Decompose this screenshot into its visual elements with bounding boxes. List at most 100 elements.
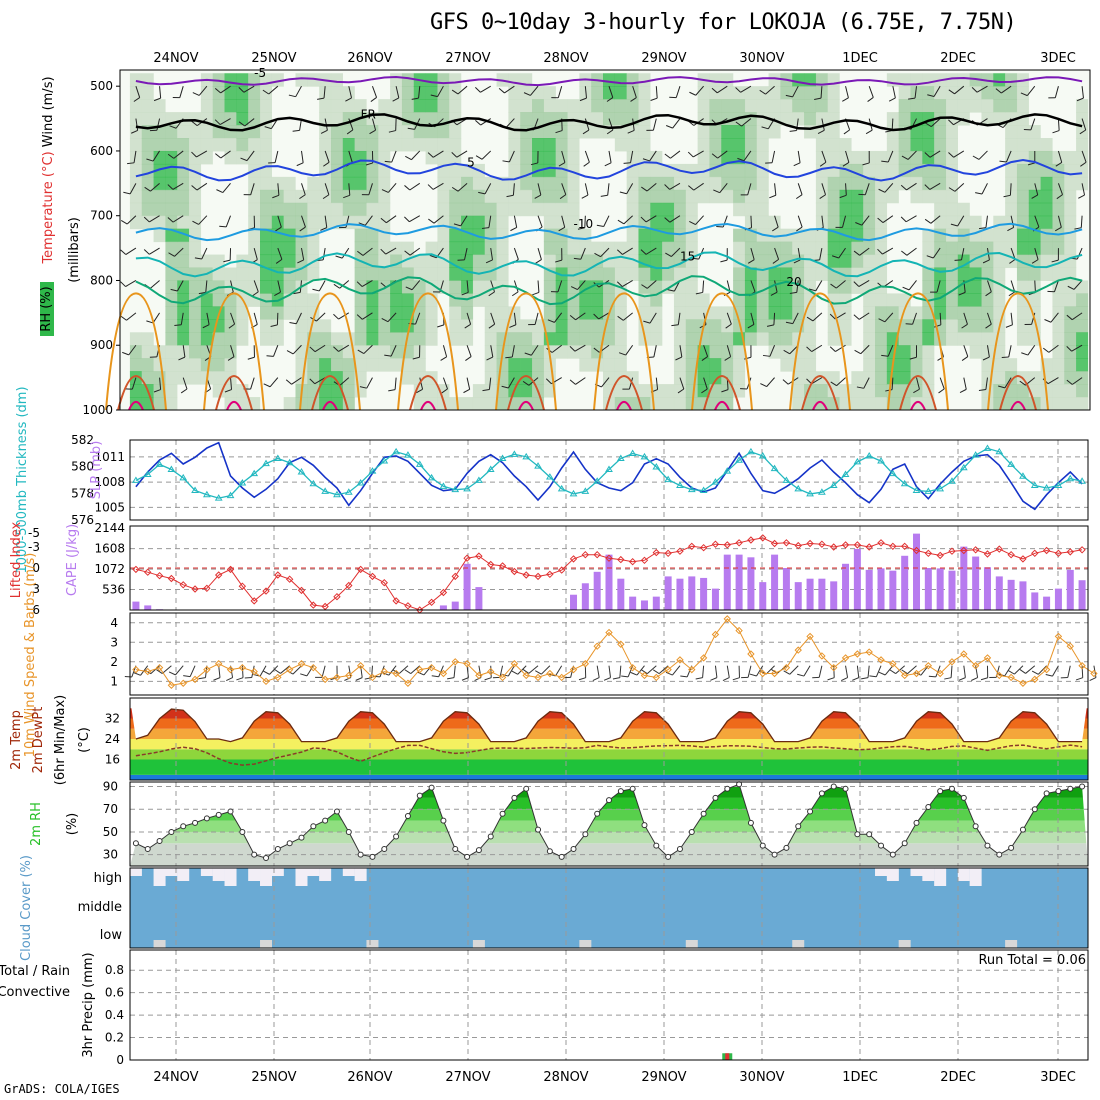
cape-lifted-index-panel xyxy=(130,526,1088,614)
rh-cell xyxy=(1016,163,1029,178)
barb-staff xyxy=(517,665,527,675)
li-point xyxy=(439,588,448,597)
rh-cell xyxy=(709,345,722,359)
upper-wind-barb xyxy=(333,344,350,352)
barb-flag xyxy=(687,151,694,158)
cape-bar xyxy=(144,605,152,610)
barb-staff xyxy=(818,665,823,678)
li-point xyxy=(510,567,519,576)
rh-cell xyxy=(697,150,710,165)
rh-cell xyxy=(934,125,947,139)
rh-cell xyxy=(165,202,178,217)
rh-cell xyxy=(614,358,627,372)
upper-wind-barb xyxy=(664,182,681,190)
li-point xyxy=(309,601,318,609)
barb-flag xyxy=(429,254,437,259)
rh-cell xyxy=(614,319,627,333)
isotherm-35 xyxy=(420,400,436,411)
barb-staff xyxy=(508,150,515,163)
rh-cell xyxy=(153,150,166,165)
barb-staff xyxy=(863,377,870,389)
rh-cell xyxy=(934,254,947,269)
rh-cell xyxy=(945,189,958,204)
rh-cell xyxy=(626,73,639,87)
slp-point xyxy=(995,447,1004,455)
upper-wind-barb xyxy=(1055,150,1063,167)
barb-flag xyxy=(570,286,578,290)
barb-staff xyxy=(409,215,421,223)
rh-cell xyxy=(709,319,722,333)
rh-cell xyxy=(898,319,911,333)
slp-point xyxy=(404,451,412,458)
rh-cell xyxy=(165,189,178,204)
rh-cell xyxy=(579,99,592,113)
barb-staff xyxy=(411,150,421,160)
rh-cell xyxy=(1028,215,1041,230)
rh-cell xyxy=(875,215,888,230)
rh-cell xyxy=(662,397,675,411)
rh-cell xyxy=(212,267,225,281)
barb-flag xyxy=(180,388,188,394)
barb-staff xyxy=(792,85,799,98)
barb-staff xyxy=(253,312,258,325)
barb-staff xyxy=(976,85,988,93)
rh-cell xyxy=(413,254,426,269)
barb-flag xyxy=(120,249,127,255)
rh-cell xyxy=(827,202,840,217)
rh-cell xyxy=(496,397,509,411)
barb-flag xyxy=(1051,259,1059,263)
barb-flag xyxy=(889,669,896,675)
rh-cell xyxy=(366,345,379,359)
barb-flag xyxy=(1056,194,1063,200)
cloud-clear-high xyxy=(934,868,947,886)
upper-wind-barb xyxy=(202,312,210,329)
rh-cell xyxy=(496,358,509,372)
barb-flag xyxy=(481,227,490,229)
rh-cell xyxy=(1076,163,1089,178)
barb-staff xyxy=(513,312,517,325)
slp-point xyxy=(640,452,649,460)
rh-cell xyxy=(354,319,367,333)
upper-wind-barb xyxy=(854,344,870,355)
li-point xyxy=(522,571,530,579)
rh-cell xyxy=(626,202,639,217)
rh-cell xyxy=(697,163,710,178)
barb-staff xyxy=(884,183,894,193)
barb-flag xyxy=(766,324,775,327)
barb-flag xyxy=(641,669,648,675)
rh-cell xyxy=(141,73,154,87)
rh-cell xyxy=(673,384,686,398)
rh-point xyxy=(192,819,199,826)
wind-speed-point xyxy=(640,671,649,680)
rh-point xyxy=(1043,790,1050,797)
barb-staff xyxy=(861,215,870,226)
li-point xyxy=(853,541,862,549)
cloud-clear-high xyxy=(922,868,935,881)
rh-cell xyxy=(378,189,391,204)
rh-cell xyxy=(330,202,343,217)
date-label-bottom-29NOV: 29NOV xyxy=(641,1070,686,1085)
rh-cell xyxy=(851,371,864,385)
barb-flag xyxy=(806,316,814,322)
date-label-top-30NOV: 30NOV xyxy=(739,51,784,66)
barb-staff xyxy=(815,280,823,292)
wind-speed-point xyxy=(711,630,720,639)
rh-cell xyxy=(934,202,947,217)
rh-cell xyxy=(638,215,651,230)
rh-cell xyxy=(863,215,876,230)
wind-speed-point xyxy=(723,615,731,623)
upper-wind-barb xyxy=(600,183,610,197)
barb-staff xyxy=(218,665,221,678)
barb-staff xyxy=(1030,118,1036,131)
barb-staff xyxy=(963,377,967,390)
barb-flag xyxy=(133,672,141,676)
cape-bar xyxy=(132,601,140,610)
barb-flag xyxy=(404,185,411,191)
rh-cell xyxy=(815,138,828,152)
cape-bar xyxy=(924,568,932,610)
barb-staff xyxy=(1005,150,1012,163)
rh-cell xyxy=(733,241,746,256)
barb-flag xyxy=(488,291,495,297)
rh-cell xyxy=(378,202,391,217)
rh-cell xyxy=(815,202,828,217)
